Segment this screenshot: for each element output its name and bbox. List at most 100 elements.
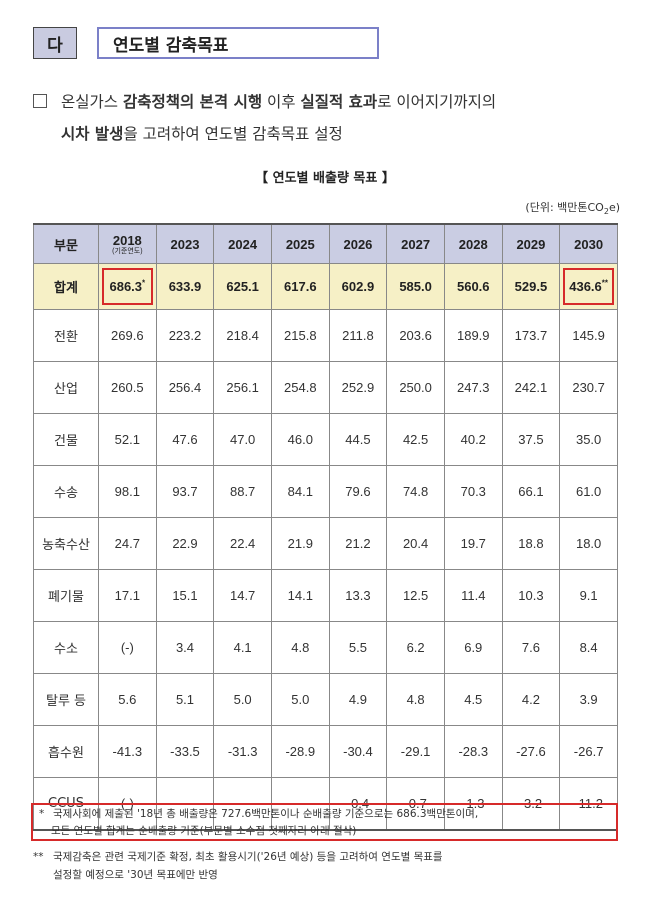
table-cell: 254.8 [270,361,330,414]
table-cell: 218.4 [213,309,272,362]
table-cell: 256.1 [213,361,272,414]
table-cell: -28.9 [270,725,330,778]
intro-line-2: 시차 발생을 고려하여 연도별 감축목표 설정 [61,124,343,143]
header-year: 2023 [155,223,215,264]
total-cell: 617.6 [270,263,330,310]
table-cell: -29.1 [386,725,445,778]
checkbox-bullet-icon [33,94,47,108]
table-cell: 223.2 [155,309,215,362]
table-cell: 203.6 [386,309,445,362]
table-cell: 7.6 [501,621,561,674]
table-cell: 4.8 [270,621,330,674]
table-cell: 250.0 [386,361,445,414]
table-cell: -28.3 [443,725,503,778]
table-cell: 4.9 [328,673,388,726]
table-cell: 12.5 [386,569,445,622]
table-cell: 145.9 [559,309,618,362]
sector-label: 전환 [33,309,99,362]
table-row: 건물 52.1 47.6 47.0 46.0 44.5 42.5 40.2 37.5 35.0 [33,413,618,466]
total-cell: 529.5 [501,263,561,310]
table-cell: 42.5 [386,413,445,466]
table-cell: 15.1 [155,569,215,622]
total-cell: 625.1 [213,263,272,310]
table-cell: 260.5 [98,361,157,414]
total-cell: 585.0 [386,263,445,310]
table-cell: 189.9 [443,309,503,362]
header-year: 2024 [213,223,272,264]
table-cell: 17.1 [98,569,157,622]
table-cell: 47.6 [155,413,215,466]
footnote-1: * 국제사회에 제출된 '18년 총 배출량은 727.6백만톤이나 순배출량 기… [31,803,618,841]
table-cell: 22.4 [213,517,272,570]
table-cell: 98.1 [98,465,157,518]
table-cell: 230.7 [559,361,618,414]
table-header-row: 부문 2018 (기준연도) 2023 2024 2025 2026 2027 2028 202… [33,223,618,264]
table-cell: 14.7 [213,569,272,622]
highlight-box [102,268,153,305]
section-letter: 다 [33,27,77,59]
sector-label: 건물 [33,413,99,466]
highlight-box [563,268,614,305]
table-cell: 74.8 [386,465,445,518]
table-cell: 6.9 [443,621,503,674]
table-cell: 47.0 [213,413,272,466]
table-cell: 19.7 [443,517,503,570]
header-year: 2027 [386,223,445,264]
table-cell: 79.6 [328,465,388,518]
header-year: 2018 (기준연도) [98,223,157,264]
table-cell: 5.1 [155,673,215,726]
table-cell: 247.3 [443,361,503,414]
table-cell: -30.4 [328,725,388,778]
header-year: 2026 [328,223,388,264]
table-cell: 14.1 [270,569,330,622]
sector-label: 흡수원 [33,725,99,778]
total-row: 합계 686.3* 633.9 625.1 617.6 602.9 585.0 560.6 5… [33,263,618,310]
total-label: 합계 [33,263,99,310]
header-year: 2028 [443,223,503,264]
table-cell: 22.9 [155,517,215,570]
table-cell: 4.1 [213,621,272,674]
table-cell: 242.1 [501,361,561,414]
table-cell: 3.4 [155,621,215,674]
table-row: 탈루 등 5.6 5.1 5.0 5.0 4.9 4.8 4.5 4.2 3.9 [33,673,618,726]
table-cell: 88.7 [213,465,272,518]
table-cell: 4.5 [443,673,503,726]
table-cell: 5.0 [270,673,330,726]
total-cell: 436.6** [559,263,618,310]
table-row: 흡수원 -41.3 -33.5 -31.3 -28.9 -30.4 -29.1 -28.3 -2… [33,725,618,778]
table-cell: 215.8 [270,309,330,362]
section-header: 다 연도별 감축목표 [33,24,379,62]
table-cell: 9.1 [559,569,618,622]
table-cell: 6.2 [386,621,445,674]
intro-line-1: 온실가스 감축정책의 본격 시행 이후 실질적 효과로 이어지기까지의 [33,86,623,118]
sector-label: 수소 [33,621,99,674]
sector-label: 수송 [33,465,99,518]
table-cell: 40.2 [443,413,503,466]
table-row: 수송 98.1 93.7 88.7 84.1 79.6 74.8 70.3 66.1 61.0 [33,465,618,518]
table-cell: 3.9 [559,673,618,726]
table-row: 전환 269.6 223.2 218.4 215.8 211.8 203.6 189.9 173… [33,309,618,362]
table-cell: 10.3 [501,569,561,622]
footnote-2: ** 국제감축은 관련 국제기준 확정, 최초 활용시기('26년 예상) 등을 … [33,851,443,881]
table-title: 【 연도별 배출량 목표 】 [255,171,395,186]
table-cell: 52.1 [98,413,157,466]
table-cell: -31.3 [213,725,272,778]
table-cell: -41.3 [98,725,157,778]
header-year: 2029 [501,223,561,264]
table-cell: 11.4 [443,569,503,622]
table-cell: 46.0 [270,413,330,466]
table-cell: 61.0 [559,465,618,518]
table-row: 산업 260.5 256.4 256.1 254.8 252.9 250.0 247.3 242… [33,361,618,414]
total-cell: 602.9 [328,263,388,310]
table-cell: 5.0 [213,673,272,726]
sector-label: 탈루 등 [33,673,99,726]
table-cell: 5.5 [328,621,388,674]
table-cell: 66.1 [501,465,561,518]
table-cell: (-) [98,621,157,674]
table-cell: -27.6 [501,725,561,778]
header-year: 2030 [559,223,618,264]
table-cell: 8.4 [559,621,618,674]
header-year: 2025 [270,223,330,264]
table-cell: 4.2 [501,673,561,726]
section-title: 연도별 감축목표 [97,27,379,59]
